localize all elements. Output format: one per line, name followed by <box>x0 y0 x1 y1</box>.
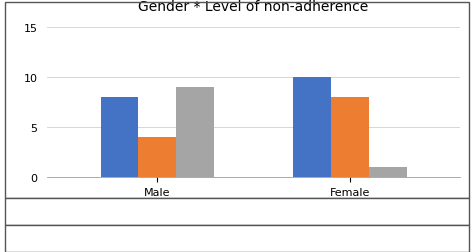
Bar <box>331 98 369 178</box>
Legend: Adhere, Low non-adherence, Moderate and high non-adherence: Adhere, Low non-adherence, Moderate and … <box>23 218 385 235</box>
Bar <box>176 88 214 178</box>
Bar <box>293 78 331 178</box>
Bar <box>369 168 407 178</box>
Text: Contingency coefficient = 0.406: Contingency coefficient = 0.406 <box>147 234 327 244</box>
Bar <box>138 138 176 178</box>
Text: Chi-square test p=0.019 (p<0.05): Chi-square test p=0.019 (p<0.05) <box>142 207 332 217</box>
Title: Gender * Level of non-adherence: Gender * Level of non-adherence <box>138 0 369 14</box>
Bar <box>100 98 138 178</box>
